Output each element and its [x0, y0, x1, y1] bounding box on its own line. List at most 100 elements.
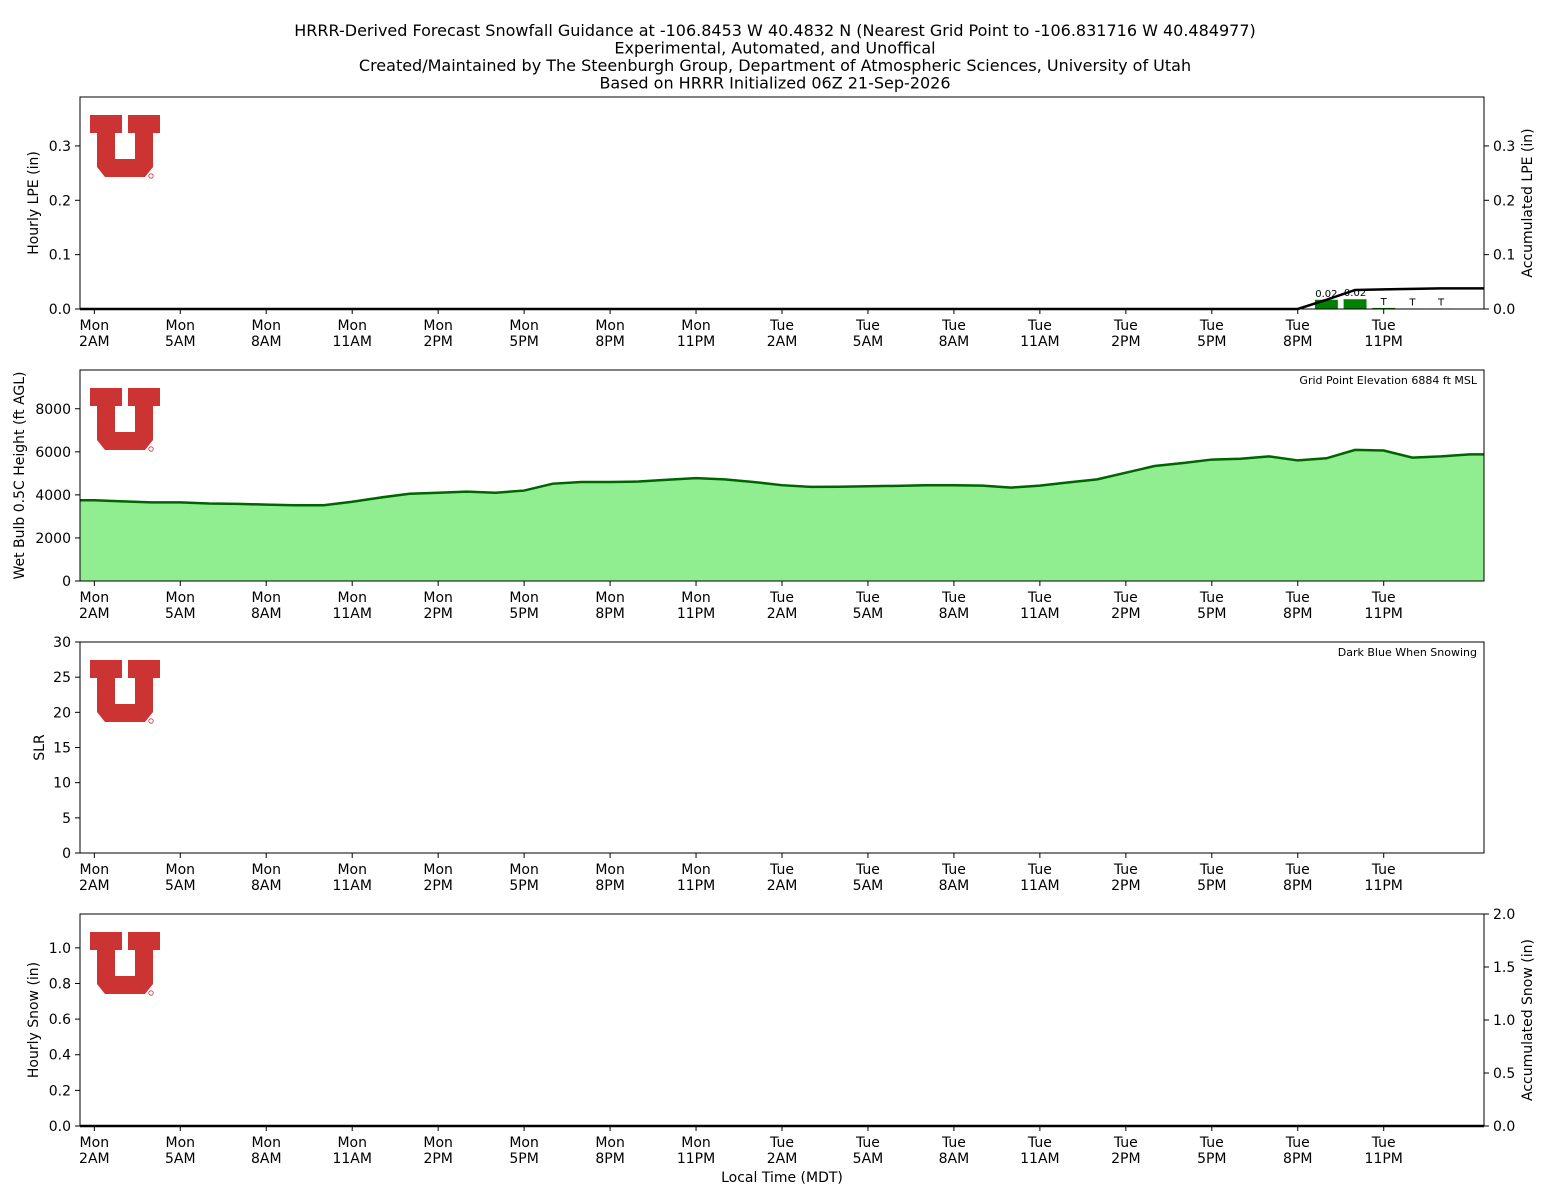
slr-ytick-label: 25: [53, 670, 71, 686]
wetbulb-ytick-label: 6000: [35, 445, 71, 461]
panel-lpe: 0.02 0.02 T T T 0.0 0.1 0.2 0.3 0.0 0.1 0.2 0.3 Hourl…: [26, 96, 1536, 350]
lpe-xtick-day: Mon: [509, 318, 539, 334]
lpe-ytick-right-label: 0.2: [1493, 193, 1515, 209]
snow-xtick-hour: 8AM: [939, 1151, 970, 1167]
logo-registered-mark: [148, 446, 154, 452]
lpe-xtick-day: Mon: [423, 318, 453, 334]
snow-xtick-hour: 8PM: [595, 1151, 624, 1167]
chart-title-line-1: HRRR-Derived Forecast Snowfall Guidance …: [294, 21, 1256, 40]
slr-ylabel: SLR: [32, 734, 48, 761]
lpe-ylabel-right: Accumulated LPE (in): [1520, 128, 1536, 277]
wetbulb-xtick-day: Mon: [423, 590, 453, 606]
lpe-xtick-day: Mon: [166, 318, 196, 334]
slr-ytick-label: 30: [53, 635, 71, 651]
snow-xtick-day: Tue: [855, 1135, 880, 1151]
chart-title-line-3: Created/Maintained by The Steenburgh Gro…: [359, 56, 1191, 75]
wetbulb-xtick-day: Mon: [337, 590, 367, 606]
lpe-xtick-day: Tue: [941, 318, 966, 334]
lpe-xtick-hour: 8PM: [595, 334, 624, 350]
wetbulb-xtick-day: Mon: [681, 590, 711, 606]
wetbulb-xtick-hour: 2AM: [767, 606, 798, 622]
snow-ytick-right-label: 2.0: [1493, 907, 1515, 923]
snow-ylabel-right: Accumulated Snow (in): [1520, 939, 1536, 1101]
snow-xtick-day: Tue: [1113, 1135, 1138, 1151]
snow-ytick-label: 0.2: [49, 1083, 71, 1099]
wetbulb-xtick-hour: 5AM: [853, 606, 884, 622]
lpe-ytick-label: 0.0: [49, 302, 71, 318]
lpe-xtick-hour: 11AM: [332, 334, 371, 350]
slr-xtick-hour: 2PM: [423, 878, 452, 894]
panel-slr: 051015202530SLRMon2AMMon5AMMon8AMMon11AM…: [32, 635, 1485, 894]
snow-xtick-hour: 8AM: [251, 1151, 282, 1167]
wetbulb-xtick-hour: 8AM: [939, 606, 970, 622]
snow-xtick-hour: 2PM: [423, 1151, 452, 1167]
snow-xtick-day: Mon: [681, 1135, 711, 1151]
snow-xtick-day: Mon: [80, 1135, 110, 1151]
snow-xtick-day: Tue: [941, 1135, 966, 1151]
wetbulb-xtick-day: Tue: [1285, 590, 1310, 606]
wetbulb-xtick-day: Mon: [80, 590, 110, 606]
wetbulb-ytick-label: 8000: [35, 402, 71, 418]
snow-xtick-hour: 11AM: [1020, 1151, 1059, 1167]
slr-xtick-day: Tue: [1199, 862, 1224, 878]
lpe-ylabel: Hourly LPE (in): [26, 151, 42, 255]
panel-snow: 0.0 0.2 0.4 0.6 0.8 1.0 0.0 0.5 1.0 1.5 2.0 Hourly …: [26, 907, 1536, 1167]
lpe-xtick-day: Tue: [769, 318, 794, 334]
wetbulb-xtick-hour: 8AM: [251, 606, 282, 622]
lpe-xtick-day: Mon: [80, 318, 110, 334]
snow-xtick-hour: 5PM: [509, 1151, 538, 1167]
snow-ylabel: Hourly Snow (in): [26, 962, 42, 1078]
snow-ytick-right-label: 1.0: [1493, 1013, 1515, 1029]
snow-xtick-day: Tue: [1371, 1135, 1396, 1151]
x-axis-label: Local Time (MDT): [721, 1170, 843, 1186]
lpe-ytick-label: 0.1: [49, 248, 71, 264]
lpe-xtick-day: Tue: [1199, 318, 1224, 334]
lpe-bar-label-1: 0.02: [1344, 288, 1366, 299]
chart-title-line-2: Experimental, Automated, and Unoffical: [614, 39, 935, 58]
slr-xtick-hour: 8AM: [939, 878, 970, 894]
wetbulb-xtick-day: Tue: [1027, 590, 1052, 606]
lpe-xtick-hour: 8AM: [251, 334, 282, 350]
lpe-ytick-label: 0.2: [49, 193, 71, 209]
slr-xtick-hour: 5PM: [1197, 878, 1226, 894]
slr-xtick-hour: 11AM: [332, 878, 371, 894]
logo-registered-mark: [148, 718, 154, 724]
snow-xtick-hour: 11PM: [1365, 1151, 1403, 1167]
lpe-xtick-hour: 11PM: [677, 334, 715, 350]
wetbulb-ytick-label: 4000: [35, 488, 71, 504]
slr-xtick-day: Tue: [769, 862, 794, 878]
slr-xtick-day: Mon: [337, 862, 367, 878]
snow-ytick-label: 1.0: [49, 941, 71, 957]
slr-note: Dark Blue When Snowing: [1338, 646, 1477, 659]
lpe-xtick-hour: 2PM: [423, 334, 452, 350]
slr-ytick-label: 15: [53, 741, 71, 757]
slr-xtick-hour: 5PM: [509, 878, 538, 894]
university-of-utah-logo-3: [90, 660, 160, 724]
snow-xtick-day: Tue: [1199, 1135, 1224, 1151]
lpe-xtick-hour: 11AM: [1020, 334, 1059, 350]
logo-u-shape: [90, 388, 160, 450]
lpe-xtick-hour: 11PM: [1365, 334, 1403, 350]
lpe-xtick-day: Tue: [1285, 318, 1310, 334]
snow-ytick-label: 0.0: [49, 1119, 71, 1135]
wetbulb-ylabel: Wet Bulb 0.5C Height (ft AGL): [12, 371, 28, 579]
snow-ytick-label: 0.4: [49, 1048, 71, 1064]
lpe-axes-frame: [79, 96, 1485, 310]
snow-xtick-hour: 2AM: [79, 1151, 110, 1167]
wetbulb-xtick-hour: 5AM: [165, 606, 196, 622]
lpe-xtick-day: Mon: [595, 318, 625, 334]
university-of-utah-logo-4: [90, 932, 160, 996]
wetbulb-xtick-day: Tue: [769, 590, 794, 606]
slr-xtick-day: Tue: [855, 862, 880, 878]
logo-registered-mark: [148, 990, 154, 996]
lpe-xtick-hour: 2PM: [1111, 334, 1140, 350]
snow-xtick-hour: 5AM: [853, 1151, 884, 1167]
slr-ytick-label: 5: [62, 811, 71, 827]
slr-xtick-day: Mon: [681, 862, 711, 878]
wetbulb-xtick-hour: 8PM: [595, 606, 624, 622]
lpe-bar-label-0: 0.02: [1315, 289, 1337, 300]
lpe-xtick-hour: 2AM: [79, 334, 110, 350]
lpe-xtick-day: Tue: [855, 318, 880, 334]
wetbulb-xtick-hour: 2AM: [79, 606, 110, 622]
